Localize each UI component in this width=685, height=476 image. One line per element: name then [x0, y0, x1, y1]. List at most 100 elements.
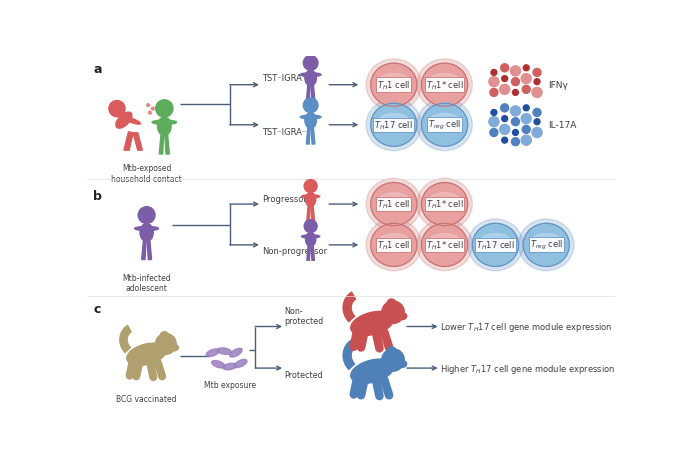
Ellipse shape: [351, 359, 394, 384]
Circle shape: [382, 301, 404, 324]
Circle shape: [303, 99, 318, 113]
Ellipse shape: [371, 183, 417, 226]
Circle shape: [521, 114, 532, 124]
Ellipse shape: [428, 234, 461, 252]
Ellipse shape: [473, 224, 519, 267]
Circle shape: [499, 125, 510, 135]
Ellipse shape: [300, 74, 321, 77]
Ellipse shape: [212, 361, 225, 368]
Ellipse shape: [135, 227, 158, 231]
Circle shape: [534, 79, 540, 85]
Circle shape: [523, 106, 530, 111]
Text: $T_H$1 cell: $T_H$1 cell: [377, 239, 410, 252]
Circle shape: [501, 77, 508, 82]
Ellipse shape: [234, 360, 247, 368]
Ellipse shape: [428, 193, 461, 212]
Circle shape: [512, 139, 519, 147]
Text: c: c: [93, 302, 101, 315]
Text: Mtb exposure: Mtb exposure: [203, 380, 256, 389]
Circle shape: [155, 100, 173, 118]
Circle shape: [533, 69, 541, 77]
Polygon shape: [311, 247, 314, 261]
Circle shape: [138, 207, 155, 224]
Circle shape: [512, 130, 519, 136]
Circle shape: [149, 112, 151, 115]
Ellipse shape: [152, 121, 177, 125]
Ellipse shape: [351, 312, 394, 336]
Text: b: b: [93, 189, 102, 202]
Ellipse shape: [366, 219, 421, 271]
Circle shape: [510, 107, 521, 117]
Circle shape: [521, 136, 532, 146]
Circle shape: [489, 78, 499, 88]
Ellipse shape: [523, 224, 569, 267]
Text: $T_H$1* cell: $T_H$1* cell: [426, 239, 464, 252]
Circle shape: [521, 74, 532, 84]
Circle shape: [160, 332, 169, 340]
Ellipse shape: [121, 117, 140, 125]
Circle shape: [489, 118, 499, 128]
Ellipse shape: [377, 74, 410, 92]
Text: Mtb-infected
adolescent: Mtb-infected adolescent: [123, 273, 171, 292]
Text: $T_{reg}$ cell: $T_{reg}$ cell: [428, 119, 461, 132]
Ellipse shape: [158, 118, 171, 136]
Ellipse shape: [377, 193, 410, 212]
Text: Progressor: Progressor: [262, 194, 307, 203]
Ellipse shape: [371, 64, 417, 107]
Text: Protected: Protected: [284, 370, 323, 379]
Polygon shape: [311, 207, 314, 221]
Polygon shape: [142, 242, 146, 260]
Polygon shape: [160, 136, 164, 155]
Circle shape: [532, 88, 542, 98]
Ellipse shape: [140, 224, 153, 242]
Polygon shape: [307, 247, 310, 261]
Circle shape: [501, 105, 509, 113]
Circle shape: [490, 89, 498, 97]
Circle shape: [387, 299, 396, 308]
Circle shape: [512, 90, 519, 96]
Ellipse shape: [301, 235, 320, 238]
Circle shape: [147, 104, 149, 108]
Ellipse shape: [223, 364, 236, 370]
Circle shape: [387, 347, 396, 356]
Text: BCG vaccinated: BCG vaccinated: [116, 395, 177, 404]
Circle shape: [522, 126, 530, 134]
Circle shape: [534, 119, 540, 125]
Ellipse shape: [417, 60, 473, 111]
Ellipse shape: [417, 219, 473, 271]
Ellipse shape: [421, 104, 468, 147]
Text: Higher $T_H$17 cell gene module expression: Higher $T_H$17 cell gene module expressi…: [440, 362, 615, 375]
Ellipse shape: [366, 99, 421, 151]
Circle shape: [522, 86, 530, 94]
Text: Mtb-exposed
household contact: Mtb-exposed household contact: [111, 164, 182, 183]
Polygon shape: [147, 242, 151, 260]
Ellipse shape: [519, 219, 574, 271]
Ellipse shape: [421, 224, 468, 267]
Ellipse shape: [398, 313, 407, 320]
Text: $T_H$1* cell: $T_H$1* cell: [426, 79, 464, 92]
Text: IFNγ: IFNγ: [548, 81, 568, 90]
Ellipse shape: [305, 71, 316, 87]
Ellipse shape: [417, 99, 473, 151]
Circle shape: [151, 108, 154, 111]
Circle shape: [303, 57, 318, 71]
Text: $T_H$1* cell: $T_H$1* cell: [426, 198, 464, 211]
Text: $T_H$1 cell: $T_H$1 cell: [377, 198, 410, 211]
Circle shape: [510, 67, 521, 77]
Polygon shape: [311, 129, 315, 145]
Ellipse shape: [417, 179, 473, 230]
Polygon shape: [307, 207, 310, 221]
Circle shape: [499, 85, 510, 95]
Circle shape: [491, 70, 497, 76]
Polygon shape: [165, 136, 169, 155]
Circle shape: [304, 220, 317, 233]
Ellipse shape: [206, 349, 219, 357]
Polygon shape: [133, 134, 142, 151]
Circle shape: [155, 334, 176, 355]
Circle shape: [512, 79, 519, 87]
Polygon shape: [311, 87, 315, 102]
Ellipse shape: [301, 195, 320, 198]
Text: TST⁻IGRA⁺: TST⁻IGRA⁺: [262, 74, 306, 83]
Ellipse shape: [530, 234, 562, 252]
Ellipse shape: [171, 345, 178, 351]
